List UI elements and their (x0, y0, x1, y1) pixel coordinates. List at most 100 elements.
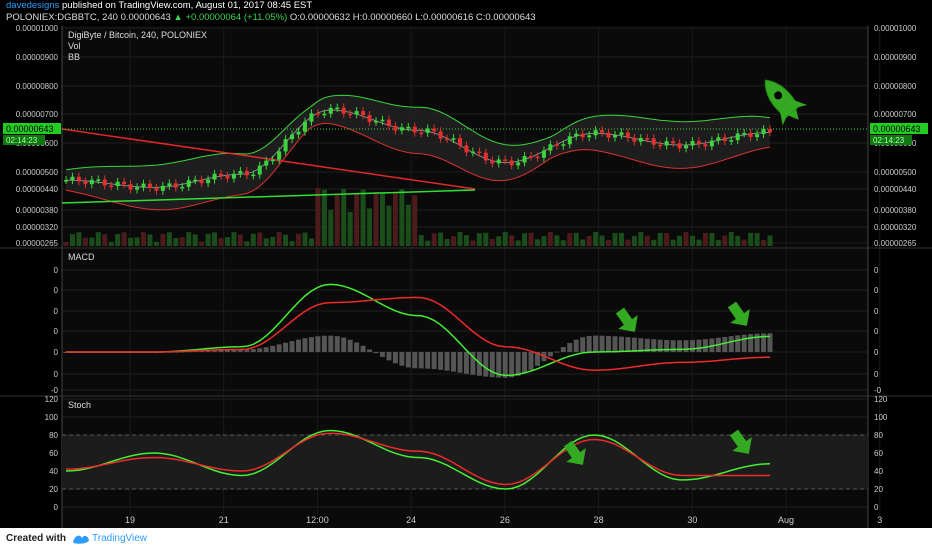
candle-body (412, 126, 417, 133)
volume-bar (412, 195, 418, 246)
volume-bar (496, 236, 502, 246)
volume-bar (205, 233, 211, 246)
ohlc-low: L:0.00000616 (415, 12, 474, 23)
stoch-tick-right: 120 (874, 395, 888, 404)
candle-body (257, 165, 262, 175)
volume-bar (89, 237, 95, 246)
green-down-arrow-icon[interactable] (610, 304, 645, 339)
volume-bar (63, 242, 69, 246)
volume-bar (767, 235, 773, 246)
price-tick-left: 0.00000265 (16, 239, 59, 248)
candle-body (219, 173, 224, 176)
candle-body (554, 144, 559, 146)
volume-bar (302, 232, 308, 246)
candle-body (70, 176, 75, 181)
candle-body (180, 186, 185, 189)
macd-hist-bar (728, 336, 734, 352)
volume-bar (392, 192, 398, 246)
candle-body (212, 173, 217, 180)
candle-body (722, 137, 727, 142)
macd-tick-right: -0 (874, 386, 882, 395)
volume-bar (69, 234, 75, 246)
macd-hist-bar (670, 340, 676, 352)
price-tick-left: 0.00000900 (16, 53, 59, 62)
footer-bar: Created with TradingView (0, 528, 932, 550)
volume-bar (606, 239, 612, 246)
ohlc-high: H:0.00000660 (352, 12, 413, 23)
macd-hist-bar (218, 349, 224, 352)
candle-body (76, 176, 81, 182)
macd-hist-bar (347, 339, 353, 352)
candle-body (199, 179, 204, 184)
green-down-arrow-icon[interactable] (724, 426, 759, 461)
candle-body (574, 133, 579, 137)
volume-bar (373, 191, 379, 246)
x-tick-label: 28 (594, 515, 604, 525)
volume-bar (702, 232, 708, 246)
candle-body (619, 132, 624, 135)
trendline-green[interactable] (61, 189, 476, 204)
candle-body (464, 145, 469, 153)
candle-body (354, 111, 359, 115)
tradingview-logo-icon (73, 535, 89, 544)
volume-bar (231, 232, 237, 246)
macd-hist-bar (664, 339, 670, 352)
macd-hist-bar (567, 343, 573, 352)
candle-body (432, 128, 437, 132)
price-tick-left: 0.00000800 (16, 82, 59, 91)
volume-bars (63, 187, 773, 246)
volume-bar (173, 238, 179, 246)
candle-body (406, 126, 411, 129)
trendline-red[interactable] (61, 128, 476, 190)
candle-body (96, 179, 101, 181)
volume-bar (360, 189, 366, 246)
macd-hist-bar (599, 335, 605, 352)
volume-bar (715, 239, 721, 246)
ohlc-close: C:0.00000643 (475, 12, 536, 23)
volume-bar (470, 240, 476, 246)
volume-bar (425, 240, 431, 246)
countdown-badge-right (870, 135, 912, 145)
candle-body (89, 179, 94, 185)
volume-bar (102, 234, 108, 246)
candle-body (703, 144, 708, 147)
tradingview-link[interactable]: TradingView (92, 533, 148, 544)
volume-bar (528, 232, 534, 246)
candle-body (83, 181, 88, 185)
price-tick-right: 0.00000800 (874, 82, 917, 91)
candle-body (302, 121, 307, 132)
bb-lower (65, 122, 771, 211)
created-with-text: Created with (6, 533, 67, 544)
stoch-tick-left: 100 (45, 413, 59, 422)
candle-body (684, 145, 689, 149)
macd-hist-bar (741, 334, 747, 352)
macd-hist-bar (457, 352, 463, 373)
volume-bar (341, 188, 347, 246)
macd-hist-bar (761, 333, 767, 352)
bb-label: BB (68, 52, 80, 62)
volume-bar (134, 237, 140, 246)
candle-body (742, 133, 747, 135)
arrow-shape (729, 429, 752, 454)
signal-line (66, 296, 771, 371)
green-down-arrow-icon[interactable] (558, 437, 593, 472)
countdown-label-right: 02:14:23 (873, 136, 905, 145)
volume-bar (677, 235, 683, 246)
volume-bar (328, 210, 334, 246)
green-down-arrow-icon[interactable] (722, 298, 757, 333)
stoch-d-line (65, 432, 770, 486)
macd-hist-bar (476, 352, 482, 376)
candle-body (529, 156, 534, 158)
macd-tick-right: 0 (874, 348, 879, 357)
macd-hist-bar (651, 339, 657, 352)
author-link[interactable]: davedesigns (6, 0, 60, 11)
candle-body (658, 144, 663, 147)
candle-body (768, 129, 772, 133)
macd-hist-bar (638, 338, 644, 352)
volume-bar (651, 239, 657, 246)
volume-bar (270, 236, 276, 246)
x-tick-label: 19 (125, 515, 135, 525)
rocket-drawing[interactable] (753, 70, 811, 130)
macd-hist-bar (522, 352, 528, 374)
